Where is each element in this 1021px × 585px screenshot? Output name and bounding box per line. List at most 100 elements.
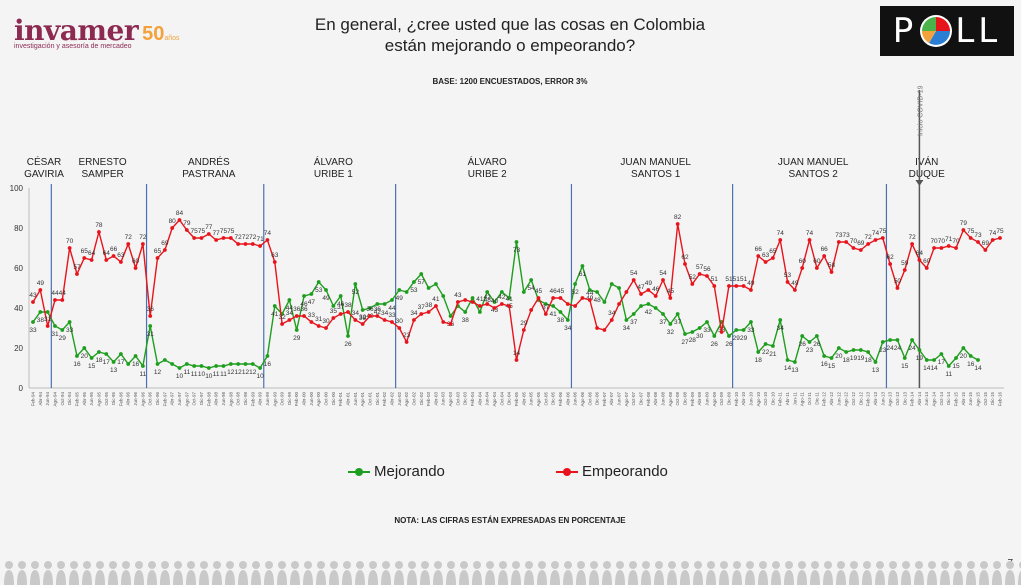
x-tick-label: Feb-96 — [118, 392, 123, 407]
data-label-mejorando: 73 — [513, 247, 521, 254]
data-label-empeorando: 66 — [755, 246, 763, 253]
data-label-empeorando: 69 — [982, 240, 990, 247]
x-tick-label: Abr-06 — [565, 392, 570, 406]
data-label-empeorando: 75 — [227, 228, 235, 235]
data-label-empeorando: 59 — [901, 260, 909, 267]
data-label-empeorando: 50 — [894, 278, 902, 285]
person-icon — [69, 561, 79, 585]
person-icon — [771, 561, 781, 585]
data-point-mejorando — [111, 360, 116, 364]
data-point-mejorando — [822, 354, 827, 358]
data-label-empeorando: 34 — [410, 310, 418, 317]
x-tick-label: Jun-06 — [573, 392, 578, 406]
data-label-empeorando: 34 — [286, 310, 294, 317]
person-icon — [95, 561, 105, 585]
data-point-mejorando — [82, 346, 87, 350]
x-tick-label: Abr-13 — [873, 392, 878, 406]
x-tick-label: Ago-97 — [184, 392, 189, 407]
data-label-empeorando: 45 — [535, 288, 543, 295]
data-point-empeorando — [675, 222, 680, 226]
data-point-mejorando — [932, 358, 936, 362]
x-tick-label: Dic-97 — [199, 392, 204, 406]
data-label-mejorando: 14 — [930, 365, 938, 372]
x-tick-label: Jun-95 — [89, 392, 94, 406]
data-label-mejorando: 41 — [550, 311, 558, 318]
data-label-empeorando: 49 — [791, 280, 799, 287]
data-label-mejorando: 20 — [960, 353, 968, 360]
x-tick-label: Ago-08 — [668, 392, 673, 407]
person-icon — [251, 561, 261, 585]
data-point-mejorando — [653, 306, 658, 310]
x-tick-label: Ago-12 — [844, 392, 849, 407]
data-point-mejorando — [954, 356, 958, 360]
x-tick-label: Abr-00 — [302, 392, 307, 406]
x-tick-label: Dic-14 — [946, 392, 951, 406]
data-label-mejorando: 17 — [938, 359, 946, 366]
data-point-mejorando — [316, 280, 321, 284]
data-point-mejorando — [170, 362, 175, 366]
x-tick-label: Feb-04 — [470, 392, 475, 407]
data-point-empeorando — [375, 314, 380, 318]
person-icon — [147, 561, 157, 585]
data-point-empeorando — [939, 246, 944, 250]
data-point-mejorando — [551, 304, 556, 308]
data-point-mejorando — [727, 334, 731, 338]
data-label-empeorando: 33 — [388, 312, 396, 319]
data-point-mejorando — [756, 350, 761, 354]
x-tick-label: Oct-03 — [455, 392, 460, 406]
data-label-empeorando: 72 — [908, 234, 916, 241]
data-point-empeorando — [331, 316, 336, 320]
data-label-mejorando: 13 — [791, 367, 799, 374]
data-label-mejorando: 17 — [117, 359, 125, 366]
x-tick-label: Ago-09 — [712, 392, 717, 407]
data-point-empeorando — [133, 266, 138, 270]
data-point-mejorando — [470, 296, 475, 300]
data-label-empeorando: 75 — [220, 228, 228, 235]
data-point-mejorando — [265, 354, 270, 358]
x-tick-label: Ago-01 — [360, 392, 365, 407]
person-icon — [407, 561, 417, 585]
x-tick-label: Abr-07 — [609, 392, 614, 406]
data-label-empeorando: 79 — [960, 220, 968, 227]
data-point-empeorando — [199, 236, 204, 240]
x-tick-label: Ago-98 — [228, 392, 233, 407]
x-tick-label: Dic-11 — [814, 392, 819, 405]
data-label-mejorando: 41 — [271, 311, 279, 318]
data-point-mejorando — [814, 334, 819, 338]
data-point-empeorando — [184, 228, 189, 232]
person-icon — [706, 561, 716, 585]
person-icon — [758, 561, 768, 585]
data-point-mejorando — [243, 362, 248, 366]
data-label-mejorando: 26 — [813, 341, 821, 348]
data-label-mejorando: 23 — [879, 347, 887, 354]
data-label-mejorando: 17 — [103, 359, 111, 366]
data-point-mejorando — [763, 342, 768, 346]
data-label-empeorando: 69 — [161, 240, 169, 247]
x-tick-label: Dic-08 — [682, 392, 687, 406]
data-point-mejorando — [477, 310, 482, 314]
data-label-mejorando: 15 — [901, 363, 909, 370]
data-point-mejorando — [705, 320, 709, 324]
person-icon — [459, 561, 469, 585]
data-point-mejorando — [807, 340, 812, 344]
x-tick-label: Dic-99 — [287, 392, 292, 406]
data-point-mejorando — [404, 290, 409, 294]
data-label-empeorando: 74 — [264, 230, 272, 237]
data-label-empeorando: 75 — [879, 228, 887, 235]
data-point-empeorando — [294, 314, 299, 318]
x-tick-label: Abr-98 — [214, 392, 219, 406]
data-point-mejorando — [910, 338, 914, 342]
person-icon — [277, 561, 287, 585]
data-label-empeorando: 74 — [777, 230, 785, 237]
data-point-empeorando — [910, 242, 914, 246]
data-point-mejorando — [499, 290, 504, 294]
data-point-mejorando — [961, 346, 966, 350]
data-point-empeorando — [778, 238, 783, 242]
data-label-empeorando: 44 — [59, 290, 67, 297]
data-point-empeorando — [177, 218, 182, 222]
data-point-mejorando — [206, 366, 211, 370]
x-tick-label: Jun-12 — [836, 392, 841, 406]
data-point-empeorando — [888, 262, 893, 266]
data-point-empeorando — [990, 238, 995, 242]
data-point-empeorando — [573, 304, 578, 308]
